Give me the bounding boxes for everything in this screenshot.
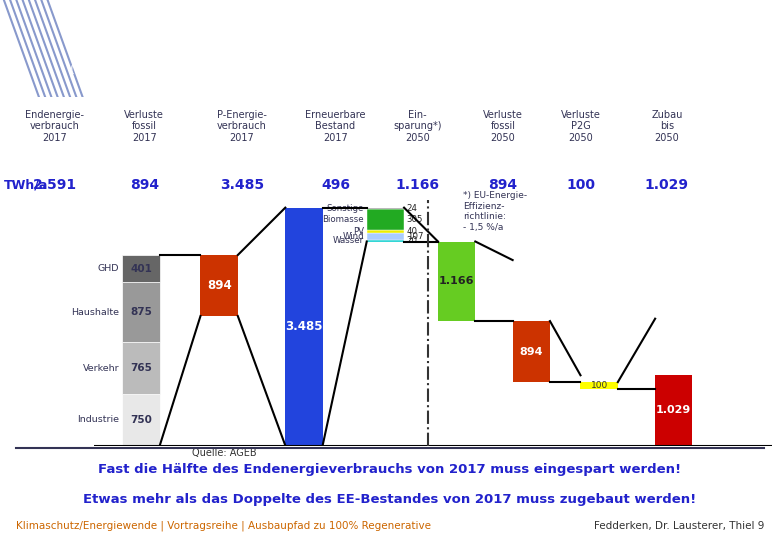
Bar — [122, 282, 160, 342]
Text: 765: 765 — [130, 363, 152, 373]
Text: 1.029: 1.029 — [645, 178, 689, 192]
Text: Erneuerbare
Bestand
2017: Erneuerbare Bestand 2017 — [305, 110, 366, 143]
Text: Verluste
fossil
2050: Verluste fossil 2050 — [483, 110, 523, 143]
Bar — [367, 230, 404, 233]
Text: Verluste
P2G
2050: Verluste P2G 2050 — [561, 110, 601, 143]
Text: 1.166: 1.166 — [439, 276, 474, 286]
Text: 1.166: 1.166 — [395, 178, 439, 192]
Bar — [122, 255, 160, 282]
Text: 3.485: 3.485 — [220, 178, 264, 192]
Text: Verluste
fossil
2017: Verluste fossil 2017 — [124, 110, 165, 143]
Text: 894: 894 — [519, 347, 543, 356]
Text: Zubau
bis
2050: Zubau bis 2050 — [651, 110, 682, 143]
Text: 1.029: 1.029 — [656, 406, 691, 415]
Bar — [367, 208, 404, 210]
Text: Biomasse: Biomasse — [322, 215, 364, 224]
Bar — [512, 321, 550, 382]
Text: 875: 875 — [130, 307, 152, 317]
Text: 401: 401 — [130, 264, 152, 274]
Text: Energiebilanz von 2017 zu 2050, Deutschland (2): Energiebilanz von 2017 zu 2050, Deutschl… — [70, 22, 568, 39]
Text: 24: 24 — [407, 204, 418, 213]
Text: P-Energie-
verbrauch
2017: P-Energie- verbrauch 2017 — [217, 110, 267, 143]
Text: 100: 100 — [590, 381, 608, 390]
Bar — [655, 375, 693, 445]
Text: Industrie: Industrie — [77, 415, 119, 424]
Bar — [438, 241, 475, 321]
Text: Fedderken, Dr. Lausterer, Thiel 9: Fedderken, Dr. Lausterer, Thiel 9 — [594, 521, 764, 530]
Text: TWh/a: TWh/a — [4, 179, 48, 192]
Text: GHD: GHD — [98, 264, 119, 273]
Text: 100: 100 — [566, 178, 596, 192]
Text: Klimaschutz/Energiewende | Vortragsreihe | Ausbaupfad zu 100% Regenerative: Klimaschutz/Energiewende | Vortragsreihe… — [16, 520, 431, 530]
Text: Fast die Hälfte des Endenergieverbrauchs von 2017 muss eingespart werden!: Fast die Hälfte des Endenergieverbrauchs… — [98, 462, 682, 476]
Text: 496: 496 — [321, 178, 350, 192]
Text: Ein-
sparung*)
2050: Ein- sparung*) 2050 — [393, 110, 441, 143]
Text: *) EU-Energie-
Effizienz-
richtlinie:
- 1,5 %/a: *) EU-Energie- Effizienz- richtlinie: - … — [463, 192, 527, 232]
Bar — [200, 255, 238, 316]
Text: Wind: Wind — [342, 232, 364, 241]
Bar — [367, 233, 404, 240]
Text: Haushalte: Haushalte — [71, 308, 119, 317]
Text: Endenergie-
verbrauch
2017: Endenergie- verbrauch 2017 — [25, 110, 84, 143]
Bar — [580, 382, 618, 389]
Text: 305: 305 — [407, 215, 424, 224]
Text: Sonstige: Sonstige — [327, 204, 364, 213]
Text: Wasser: Wasser — [333, 237, 364, 245]
Bar — [122, 394, 160, 446]
Bar — [122, 342, 160, 394]
Text: 894: 894 — [488, 178, 518, 192]
Text: 3.485: 3.485 — [285, 320, 323, 333]
Text: 40: 40 — [407, 227, 418, 236]
Text: Etwas mehr als das Doppelte des EE-Bestandes von 2017 muss zugebaut werden!: Etwas mehr als das Doppelte des EE-Besta… — [83, 492, 697, 506]
Bar — [285, 208, 323, 446]
Text: Quelle: AGEB: Quelle: AGEB — [192, 448, 257, 458]
Text: 20: 20 — [407, 237, 418, 245]
Bar — [367, 240, 404, 241]
Text: Verkehr: Verkehr — [83, 364, 119, 373]
Text: 750: 750 — [130, 415, 152, 425]
Text: 107: 107 — [407, 232, 424, 241]
Text: 894: 894 — [129, 178, 159, 192]
Text: (alle Energiezahlen in TWh pro Jahr): (alle Energiezahlen in TWh pro Jahr) — [70, 63, 296, 76]
Bar — [367, 210, 404, 230]
Text: 894: 894 — [207, 279, 232, 292]
Text: PV: PV — [353, 227, 364, 236]
Text: 2.591: 2.591 — [33, 178, 76, 192]
